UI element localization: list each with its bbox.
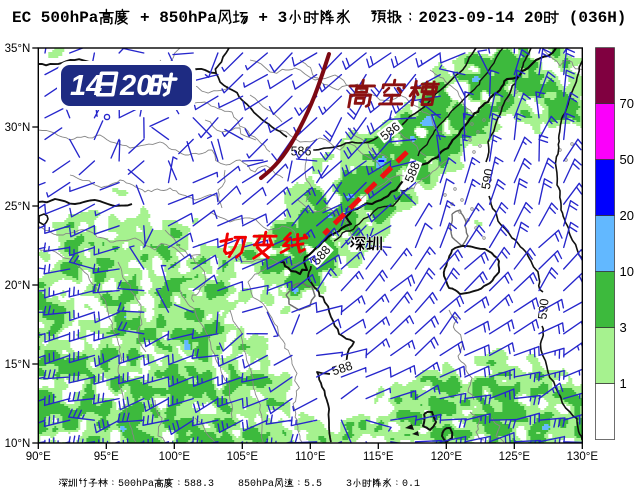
- svg-text:90°E: 90°E: [26, 451, 51, 463]
- svg-text:30°N: 30°N: [5, 122, 31, 134]
- svg-text:5.5 3: 5.5 3: [304, 479, 352, 490]
- svg-text:0.1: 0.1: [402, 479, 420, 490]
- svg-text:+ 3: + 3: [249, 9, 287, 27]
- svg-text:1: 1: [620, 376, 627, 391]
- svg-text:588: 588: [330, 359, 354, 379]
- svg-text:EC 500hPa: EC 500hPa: [12, 9, 99, 27]
- svg-text:20: 20: [119, 70, 152, 102]
- svg-text:105°E: 105°E: [227, 451, 259, 463]
- svg-text:14: 14: [70, 70, 102, 102]
- svg-text:25°N: 25°N: [5, 201, 31, 213]
- svg-text:15°N: 15°N: [5, 359, 31, 371]
- svg-text:2023-09-14 20: 2023-09-14 20: [418, 9, 543, 27]
- svg-text:125°E: 125°E: [499, 451, 531, 463]
- svg-text:95°E: 95°E: [94, 451, 119, 463]
- svg-text:100°E: 100°E: [159, 451, 191, 463]
- svg-text:586: 586: [291, 145, 312, 159]
- svg-text:(036H): (036H): [559, 9, 626, 27]
- svg-text:115°E: 115°E: [363, 451, 394, 463]
- svg-text:50: 50: [620, 152, 634, 167]
- svg-text:70: 70: [620, 96, 634, 111]
- svg-text:20°N: 20°N: [5, 280, 31, 292]
- svg-text:130°E: 130°E: [567, 451, 599, 463]
- svg-text:3: 3: [620, 320, 627, 335]
- svg-text:120°E: 120°E: [431, 451, 463, 463]
- svg-text:588.3 850hPa: 588.3 850hPa: [184, 478, 274, 490]
- svg-text:+ 850hPa: + 850hPa: [130, 9, 217, 27]
- svg-text:20: 20: [620, 208, 634, 223]
- svg-text:500hPa: 500hPa: [118, 478, 154, 490]
- svg-text:10°N: 10°N: [5, 438, 31, 450]
- svg-text:110°E: 110°E: [295, 451, 326, 463]
- svg-text:10: 10: [620, 264, 634, 279]
- svg-text:35°N: 35°N: [5, 43, 31, 55]
